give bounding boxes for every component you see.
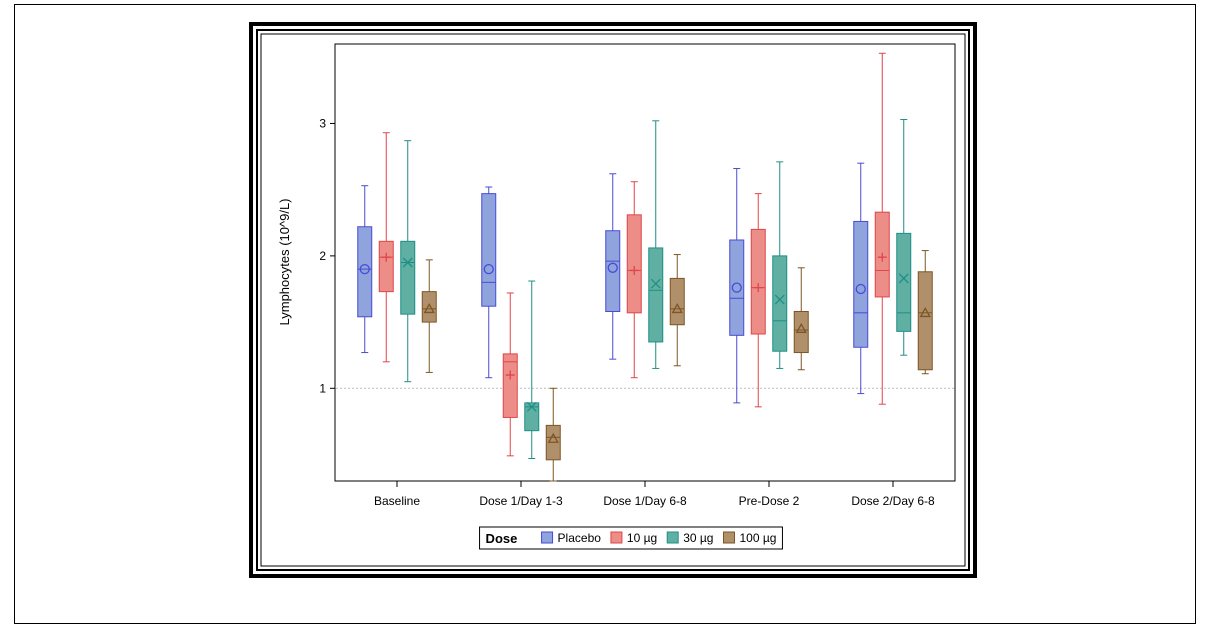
x-tick-label: Dose 2/Day 6-8 [851,494,935,508]
mean-marker-circle [483,263,494,275]
mean-marker-triangle [423,303,435,314]
box-iqr [729,239,745,336]
box-iqr [605,230,621,312]
y-tick-label: 1 [319,381,326,395]
box [626,181,642,379]
chart-figure: 1 2 3 Baseline Dose 1/Day 1-3 Dose 1/Day 6-8… [249,22,977,578]
mean-marker-plus [629,265,639,275]
box [605,173,621,360]
box [874,52,890,405]
mean-marker-triangle [919,306,931,318]
box-iqr [669,277,685,326]
box-iqr [772,255,788,352]
legend-swatch [666,531,679,544]
box [524,280,540,459]
y-tick-label: 2 [319,249,326,263]
y-axis: 1 2 3 [319,116,335,395]
box-series [357,162,869,404]
box-iqr [896,232,912,332]
box [669,254,685,367]
x-tick-label: Baseline [374,494,420,508]
mean-marker-plus [381,252,391,262]
box [378,132,394,363]
y-tick-label: 3 [319,116,326,130]
mean-marker-x [402,257,413,268]
box [421,259,437,373]
box-series [378,52,890,457]
box [357,185,373,354]
mean-marker-plus [753,283,763,293]
box-series [421,250,933,482]
legend-swatch [722,531,735,544]
legend-label: 100 µg [739,531,776,545]
box [400,140,416,383]
box-iqr [750,228,766,335]
mean-marker-circle [731,282,742,293]
box [648,120,664,369]
box [853,162,869,395]
box [481,186,497,379]
box [750,193,766,408]
legend-swatch [541,531,554,544]
box-series-group [357,52,933,482]
mean-marker-plus [505,370,515,380]
box-iqr [648,247,664,343]
legend-label: Placebo [558,531,602,545]
x-tick-label: Pre-Dose 2 [739,494,800,508]
mean-marker-triangle [547,432,559,443]
frame-middle [256,29,970,571]
boxplot-chart: 1 2 3 Baseline Dose 1/Day 1-3 Dose 1/Day 6-8… [249,22,977,578]
x-tick-label: Dose 1/Day 6-8 [603,494,687,508]
x-axis: Baseline Dose 1/Day 1-3 Dose 1/Day 6-8 Pre-… [374,481,935,508]
box-iqr [917,271,933,371]
box [729,167,745,404]
mean-marker-x [898,273,909,284]
frame-inner [260,33,966,567]
legend-label: 30 µg [683,531,713,545]
mean-marker-x [774,294,785,305]
box [772,161,788,369]
legend-item: 30 µg [666,531,713,545]
mean-marker-triangle [671,303,683,314]
frame-outer [249,22,977,578]
legend: Dose Placebo 10 µg 30 µg 100 µg [479,526,783,550]
mean-marker-plus [877,252,887,262]
box [896,118,912,356]
box-iqr [400,240,416,315]
box [545,387,561,482]
legend-items: Placebo 10 µg 30 µg 100 µg [541,531,776,545]
legend-item: 10 µg [610,531,657,545]
box-iqr [421,291,437,323]
legend-title: Dose [486,531,518,546]
mean-marker-triangle [795,322,807,333]
box-iqr [626,214,642,314]
mean-marker-x [650,278,661,289]
box [917,250,933,375]
mean-marker-circle [855,283,866,295]
box [793,267,809,371]
mean-marker-circle [359,263,370,275]
legend-item: Placebo [541,531,602,545]
mean-marker-x [526,401,537,412]
legend-label: 10 µg [627,531,657,545]
box-iqr [481,193,497,307]
box-series [400,118,912,459]
plot-area [334,43,956,482]
box-iqr [378,240,394,293]
mean-marker-circle [607,262,618,273]
y-axis-label: Lymphocytes (10^9/L) [277,198,292,325]
box-iqr [502,353,518,418]
legend-swatch [610,531,623,544]
legend-item: 100 µg [722,531,776,545]
box-iqr [357,226,373,318]
box [502,292,518,457]
legend-box [479,526,783,550]
x-tick-label: Dose 1/Day 1-3 [479,494,563,508]
